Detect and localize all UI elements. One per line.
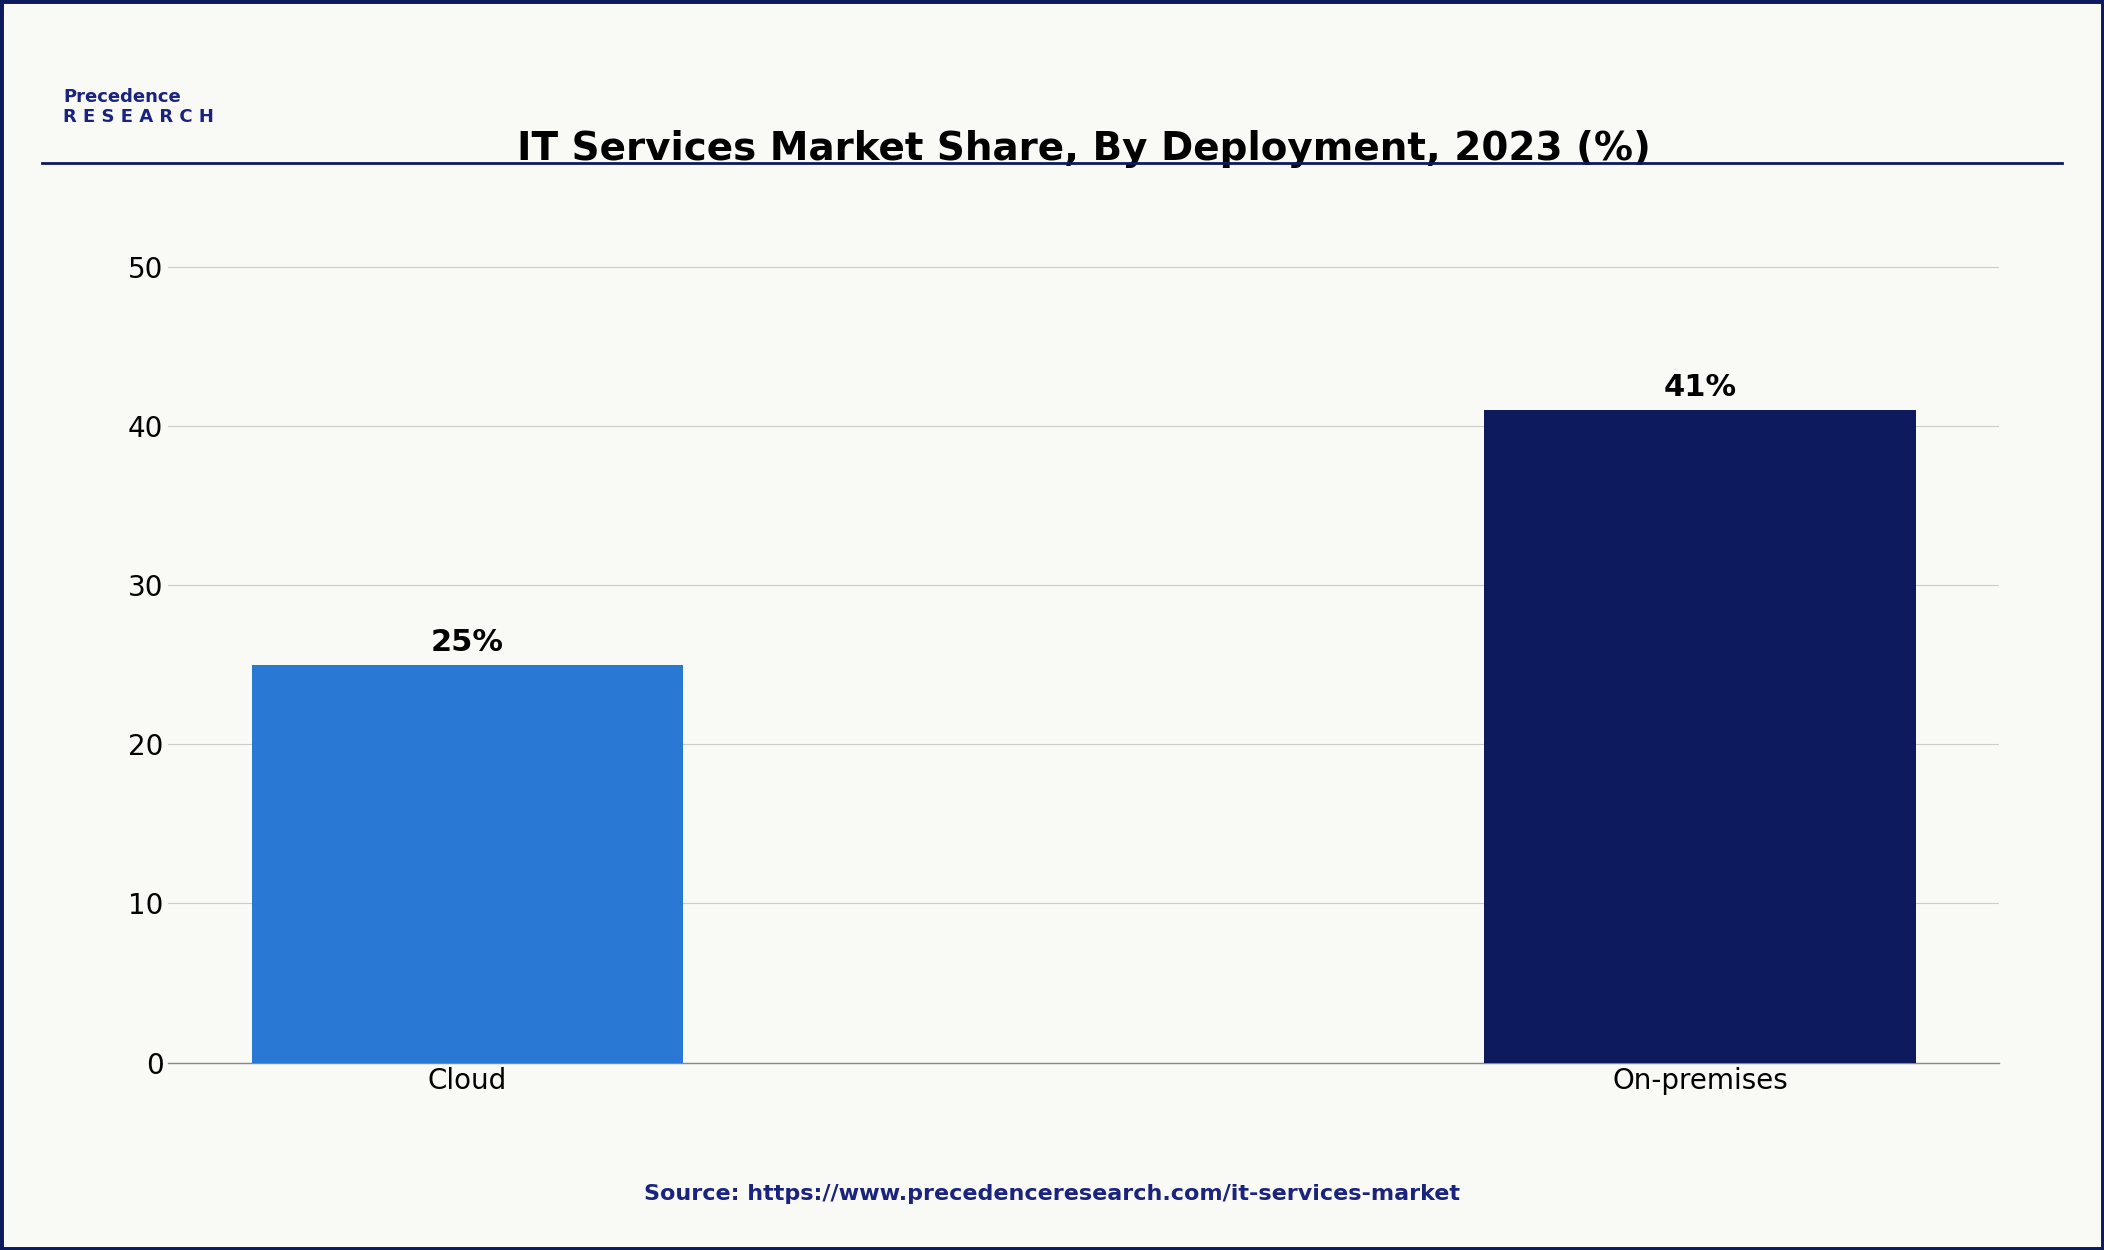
Bar	[252, 665, 684, 1062]
Text: 25%: 25%	[431, 628, 503, 656]
Bar	[1483, 410, 1915, 1062]
Title: IT Services Market Share, By Deployment, 2023 (%): IT Services Market Share, By Deployment,…	[518, 130, 1650, 168]
Text: Precedence
R E S E A R C H: Precedence R E S E A R C H	[63, 88, 215, 126]
Text: Source: https://www.precedenceresearch.com/it-services-market: Source: https://www.precedenceresearch.c…	[644, 1184, 1460, 1204]
Text: 41%: 41%	[1664, 374, 1736, 402]
